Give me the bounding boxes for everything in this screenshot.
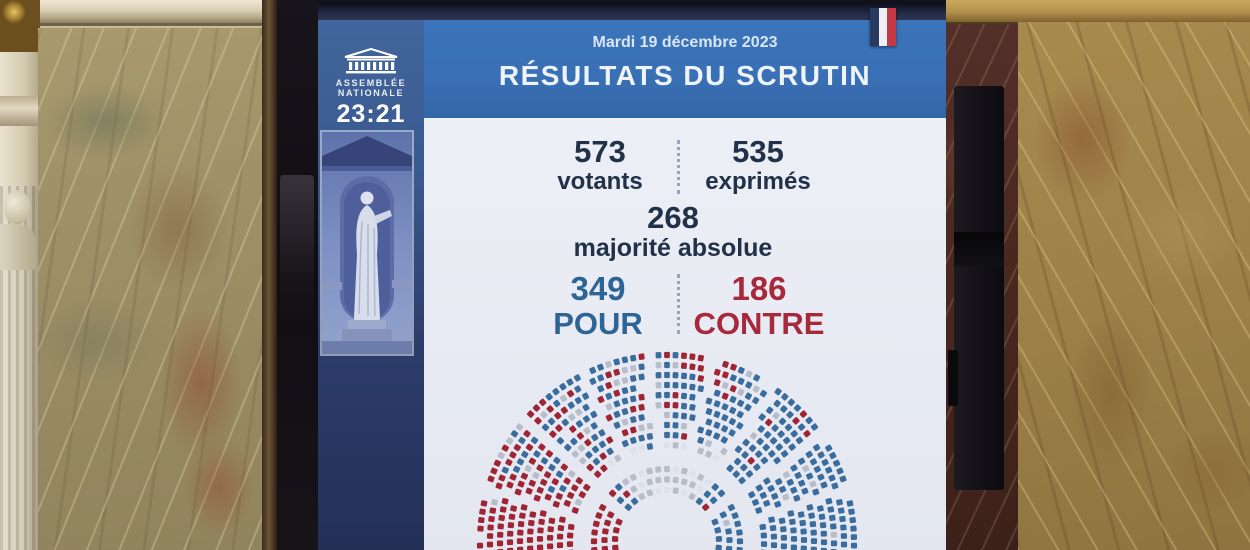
cornice-molding-left: [40, 0, 268, 26]
speaker-right-bracket: [948, 350, 958, 406]
results-title: RÉSULTATS DU SCRUTIN: [498, 60, 872, 91]
pour-value: 349: [570, 270, 626, 307]
votants-label: votants: [557, 168, 643, 195]
marble-column-right: [1018, 22, 1250, 550]
bronze-trim: [262, 0, 277, 550]
speaker-right-gap: [954, 232, 1004, 266]
marble-column-left: [38, 28, 264, 550]
sculpture-head: [4, 190, 30, 224]
pilaster-ledge: [0, 96, 44, 126]
results-card: 573 votants 535 exprimés 268 majorité ab…: [424, 118, 946, 550]
results-display-screen: ASSEMBLÉE NATIONALE 23:21: [318, 2, 946, 550]
flag-stripe-blue: [870, 8, 879, 46]
sculpture-shoulder: [0, 224, 36, 270]
institution-name: ASSEMBLÉE NATIONALE: [318, 78, 424, 98]
contre-value: 186: [731, 270, 787, 307]
pour-label: POUR: [553, 306, 643, 341]
exprimes-label: exprimés: [705, 168, 811, 195]
dotted-divider-top: [677, 140, 680, 194]
speaker-left: [277, 0, 319, 550]
dotted-divider-bottom: [677, 274, 680, 334]
screen-sidebar: ASSEMBLÉE NATIONALE 23:21: [318, 20, 424, 550]
hemicycle-chart: [476, 351, 858, 550]
votants-value: 573: [574, 134, 626, 169]
french-flag-icon: [870, 8, 897, 46]
exprimes-value: 535: [732, 134, 784, 169]
speaker-right: [954, 86, 1004, 490]
flag-stripe-white: [878, 8, 888, 46]
majorite-label: majorité absolue: [573, 234, 773, 262]
gold-cornice-right: [946, 0, 1250, 24]
contre-label: CONTRE: [693, 306, 825, 341]
results-header-banner: Mardi 19 décembre 2023 RÉSULTATS DU SCRU…: [424, 20, 946, 118]
speaker-left-highlight: [280, 175, 314, 325]
clock-time: 23:21: [336, 100, 406, 128]
institution-line2: NATIONALE: [337, 88, 405, 98]
institution-line1: ASSEMBLÉE: [335, 78, 407, 88]
statue-photo: [322, 132, 412, 354]
majorite-value: 268: [647, 200, 699, 235]
assemblee-nationale-logo-icon: [344, 48, 398, 74]
flag-stripe-red: [887, 8, 897, 46]
session-date: Mardi 19 décembre 2023: [592, 34, 778, 51]
screen-top-bezel: [318, 2, 946, 20]
